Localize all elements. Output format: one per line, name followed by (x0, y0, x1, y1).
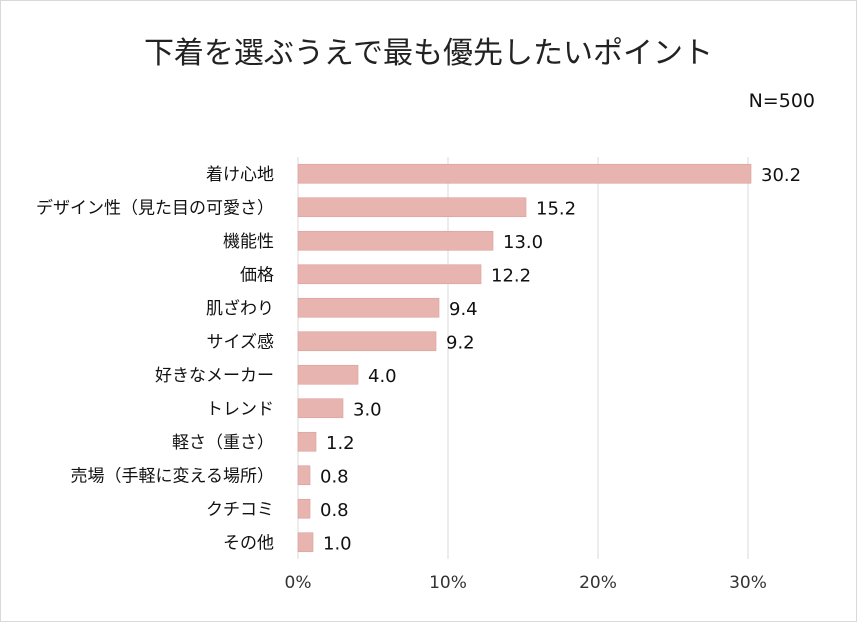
category-label: 価格 (240, 265, 274, 285)
data-label: 30.2 (761, 165, 801, 186)
bar (297, 331, 437, 352)
category-label: 売場（手軽に変える場所） (71, 466, 275, 486)
category-label: トレンド (206, 399, 274, 419)
data-label: 4.0 (368, 366, 397, 387)
category-label: その他 (223, 533, 274, 553)
data-label: 1.0 (323, 533, 352, 554)
bar (297, 230, 494, 251)
bar (297, 364, 359, 385)
x-tick-label: 30% (729, 573, 767, 593)
category-label: 軽さ（重さ） (172, 433, 274, 453)
data-label: 9.2 (446, 332, 475, 353)
x-tick-label: 10% (429, 573, 467, 593)
bar (297, 297, 440, 318)
category-label: 機能性 (223, 232, 274, 252)
sample-size-note: N=500 (748, 90, 815, 112)
category-label: デザイン性（見た目の可愛さ） (36, 197, 274, 218)
data-label: 1.2 (326, 433, 355, 454)
data-label: 0.8 (320, 466, 349, 487)
data-label: 0.8 (320, 500, 349, 521)
bar (297, 465, 311, 486)
data-label: 13.0 (503, 232, 543, 253)
bar (297, 532, 314, 553)
category-label: 肌ざわり (206, 298, 274, 319)
bar (297, 197, 527, 218)
category-label: サイズ感 (207, 332, 275, 352)
data-label: 12.2 (491, 265, 531, 286)
data-label: 9.4 (449, 299, 478, 320)
data-label: 15.2 (536, 198, 576, 219)
chart-title: 下着を選ぶうえで最も優先したいポイント (143, 36, 714, 71)
category-label: 好きなメーカー (155, 366, 274, 386)
bar (297, 264, 482, 285)
category-label: クチコミ (206, 500, 274, 520)
x-tick-label: 0% (285, 573, 312, 593)
category-label: 着け心地 (206, 165, 274, 185)
bar (297, 431, 317, 452)
data-label: 3.0 (353, 399, 382, 420)
bar (297, 398, 344, 419)
x-tick-label: 20% (579, 573, 617, 593)
bar (297, 163, 752, 184)
bar (297, 498, 311, 519)
